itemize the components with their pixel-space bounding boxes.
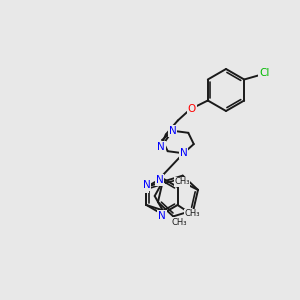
Text: N: N (156, 175, 164, 185)
Text: Cl: Cl (259, 68, 269, 79)
Text: N: N (142, 180, 150, 190)
Text: N: N (140, 182, 148, 192)
Text: N: N (169, 126, 176, 136)
Text: CH₃: CH₃ (174, 177, 190, 186)
Text: CH₃: CH₃ (172, 218, 187, 227)
Text: N: N (158, 211, 166, 221)
Text: N: N (180, 148, 187, 158)
Text: CH₃: CH₃ (185, 209, 200, 218)
Text: O: O (188, 103, 196, 113)
Text: N: N (157, 142, 165, 152)
